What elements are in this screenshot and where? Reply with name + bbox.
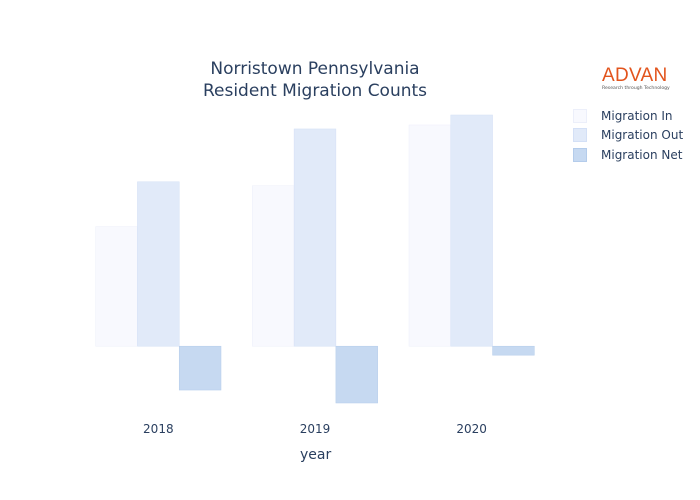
bars-group	[95, 114, 535, 404]
advan-logo: ADVAN Research through Technology	[602, 66, 672, 92]
x-tick-label: 2018	[143, 422, 174, 436]
logo-tagline: Research through Technology	[602, 86, 670, 91]
bar-migration-in-2019[interactable]	[252, 185, 295, 347]
logo-wordmark: ADVAN	[602, 65, 668, 86]
x-tick-labels: 2018 2019 2020	[143, 422, 487, 436]
bar-migration-out-2019[interactable]	[293, 128, 337, 347]
legend-label: Migration In	[601, 108, 673, 123]
bar-migration-net-2019[interactable]	[335, 345, 378, 404]
bar-migration-in-2018[interactable]	[95, 226, 138, 347]
legend-swatch	[573, 147, 587, 162]
legend-item-migration-out[interactable]: Migration Out	[573, 126, 683, 146]
bar-migration-out-2020[interactable]	[450, 114, 493, 347]
x-tick-label: 2020	[456, 422, 487, 436]
legend-swatch	[573, 108, 587, 123]
x-axis-title: year	[300, 447, 332, 463]
legend-swatch	[573, 128, 587, 143]
legend-item-migration-net[interactable]: Migration Net	[573, 145, 683, 165]
bar-migration-net-2020[interactable]	[492, 345, 535, 356]
chart-title-line-1: Norristown Pennsylvania	[210, 59, 420, 79]
x-tick-label: 2019	[300, 422, 331, 436]
bar-migration-out-2018[interactable]	[137, 181, 180, 347]
bar-migration-in-2020[interactable]	[408, 124, 452, 347]
bar-migration-net-2018[interactable]	[178, 345, 222, 391]
legend-label: Migration Out	[601, 128, 684, 143]
legend-label: Migration Net	[601, 147, 683, 162]
legend: Migration In Migration Out Migration Net	[573, 106, 683, 165]
chart-title-line-2: Resident Migration Counts	[202, 81, 428, 101]
legend-item-migration-in[interactable]: Migration In	[573, 106, 683, 126]
